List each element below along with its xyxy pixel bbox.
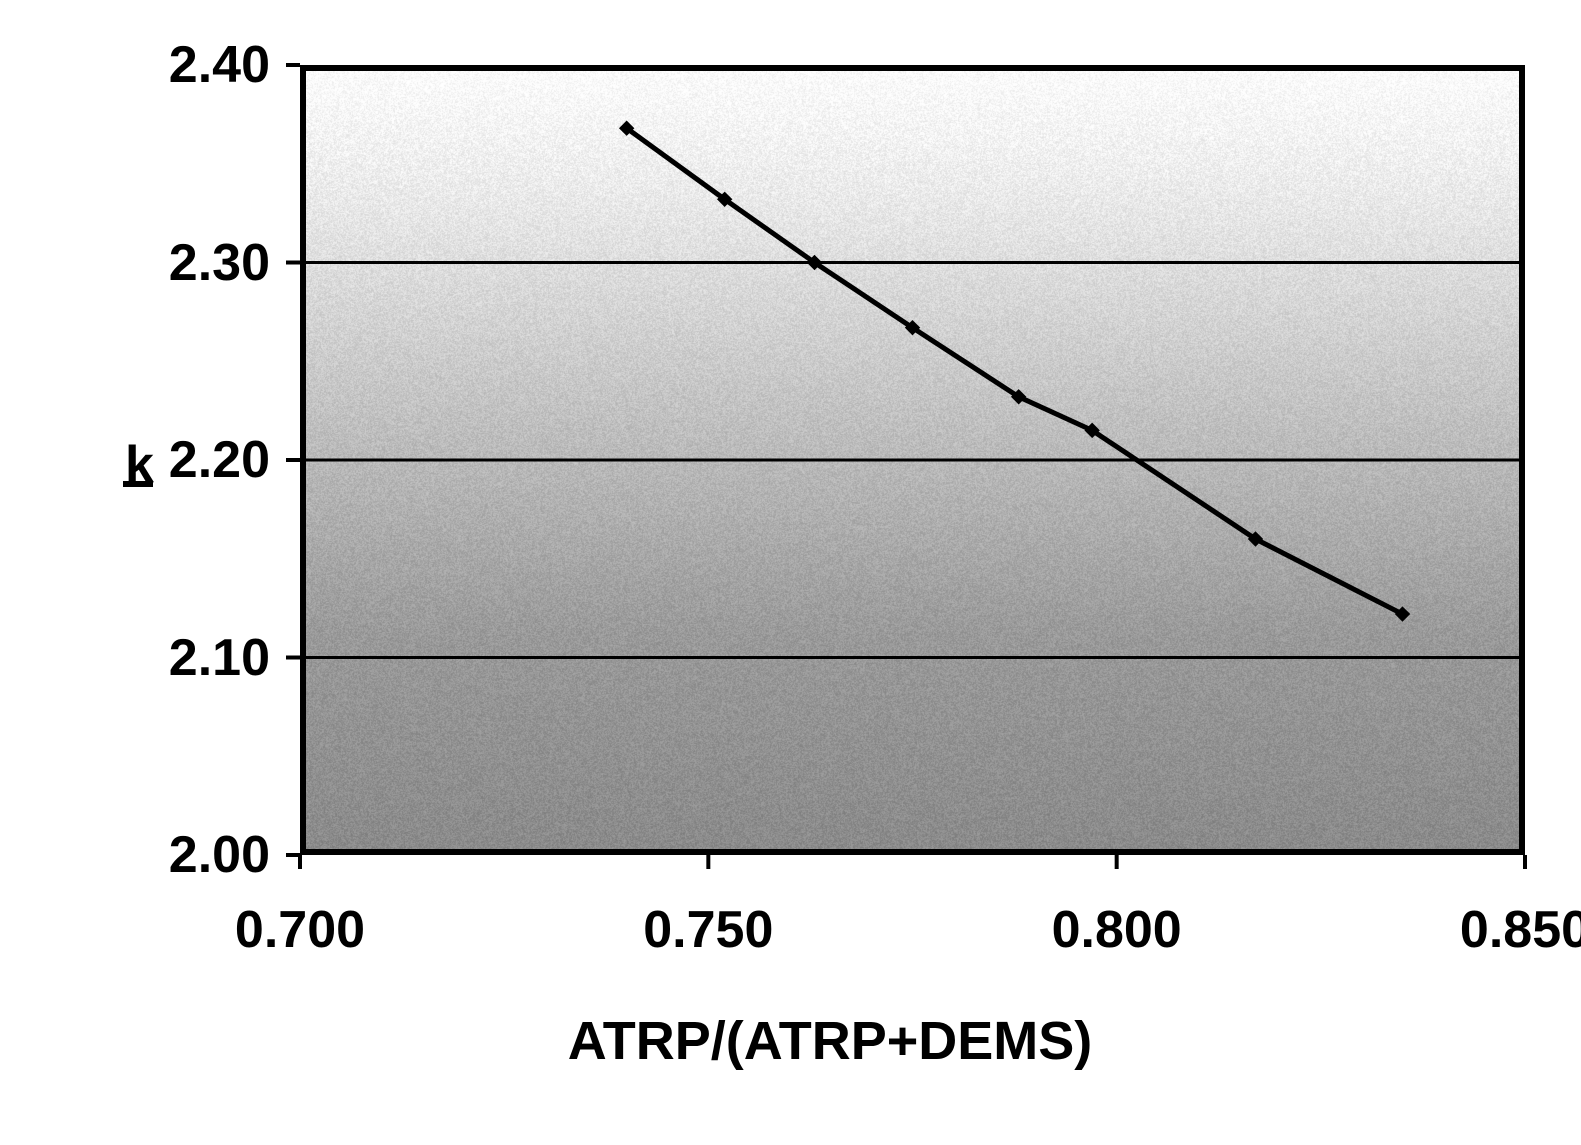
chart-container: k 2.40 2.30 2.20 2.10 2.00 0.700 0.750 0… <box>30 20 1550 1120</box>
data-line <box>627 128 1403 614</box>
plot-svg <box>30 20 1550 1120</box>
